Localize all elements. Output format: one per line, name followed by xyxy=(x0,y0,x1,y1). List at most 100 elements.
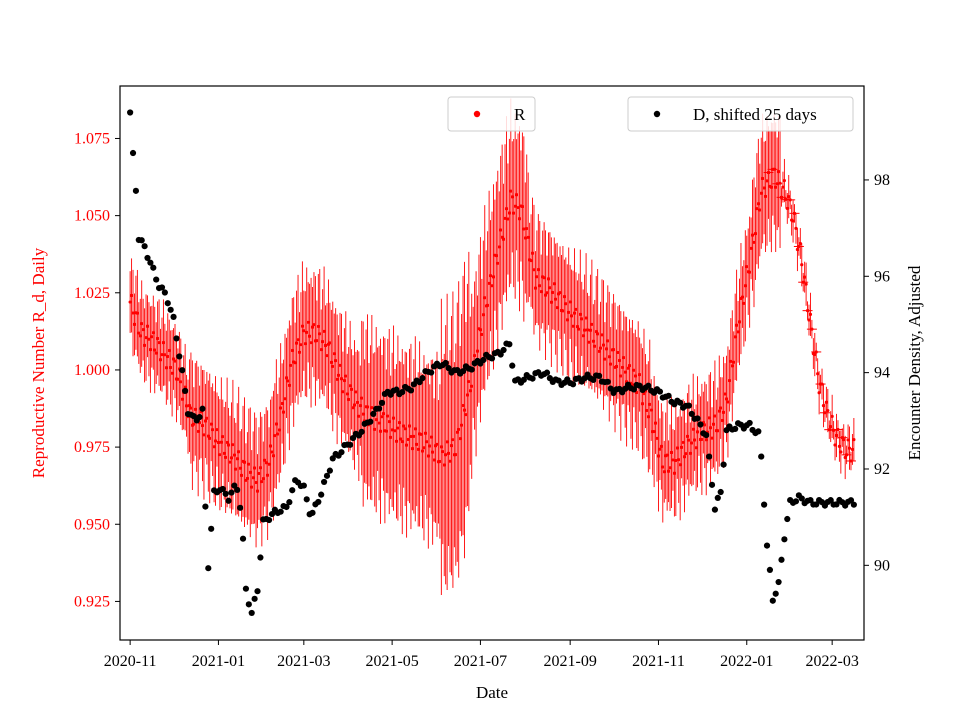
r-point xyxy=(448,459,452,463)
d-point xyxy=(367,418,374,425)
r-point xyxy=(222,451,226,455)
r-point xyxy=(328,341,332,345)
d-point xyxy=(222,490,229,497)
r-point xyxy=(426,454,430,458)
r-point xyxy=(473,353,477,358)
r-point xyxy=(251,476,255,480)
r-point xyxy=(567,310,571,314)
r-point xyxy=(821,404,826,408)
r-point xyxy=(449,443,454,448)
r-point xyxy=(724,397,729,401)
r-point xyxy=(211,428,215,432)
r-point xyxy=(846,438,850,442)
x-axis: 2020-11 2021-01 2021-03 2021-05 2021-07 2021-… xyxy=(104,640,859,670)
r-point xyxy=(129,293,134,298)
r-point xyxy=(413,427,417,431)
r-point xyxy=(454,453,458,457)
d-point xyxy=(781,536,788,543)
r-point xyxy=(457,427,461,432)
r-point xyxy=(598,346,603,350)
r-point xyxy=(196,429,200,434)
r-point xyxy=(497,245,501,249)
d-point xyxy=(775,578,782,586)
x-tick-label: 2021-03 xyxy=(277,653,330,670)
r-point xyxy=(749,246,753,250)
r-point xyxy=(834,433,839,438)
r-point xyxy=(616,350,620,355)
r-point xyxy=(678,463,682,467)
x-tick-label: 2022-03 xyxy=(805,653,858,670)
r-point xyxy=(205,416,209,420)
r-point xyxy=(704,438,708,442)
r-point xyxy=(394,439,399,443)
r-point xyxy=(213,439,218,443)
r-point xyxy=(721,410,726,415)
r-point xyxy=(546,277,551,281)
r-point xyxy=(131,311,135,315)
r-point xyxy=(674,458,678,463)
r-point xyxy=(441,449,445,454)
r-point xyxy=(532,268,536,272)
r-point xyxy=(713,414,717,418)
r-point xyxy=(179,380,183,384)
d-point xyxy=(164,300,171,307)
d-point xyxy=(239,535,247,542)
r-point xyxy=(778,181,782,185)
d-point xyxy=(497,351,504,358)
d-point xyxy=(506,341,513,348)
d-point xyxy=(732,425,739,432)
r-point xyxy=(193,407,197,411)
r-point xyxy=(458,436,462,441)
r-point xyxy=(189,406,193,410)
r-point xyxy=(523,236,527,240)
r-point xyxy=(597,349,601,353)
d-point xyxy=(697,421,704,428)
r-point xyxy=(763,194,768,199)
r-point xyxy=(402,424,406,428)
d-point xyxy=(569,381,577,388)
r-point xyxy=(173,359,177,363)
r-point xyxy=(305,330,309,334)
r-point xyxy=(684,452,688,456)
r-point xyxy=(208,436,212,440)
r-point xyxy=(212,445,216,449)
r-point xyxy=(611,348,616,352)
r-point xyxy=(580,317,584,321)
r-point xyxy=(581,334,585,338)
r-point xyxy=(552,282,556,286)
d-point xyxy=(717,488,724,496)
r-point xyxy=(274,422,278,426)
r-point xyxy=(419,432,423,436)
y-left-tick-label: 1.000 xyxy=(74,362,110,379)
r-point xyxy=(633,374,637,378)
r-point xyxy=(321,340,325,344)
y-right-tick-label: 96 xyxy=(874,268,890,285)
d-point xyxy=(706,453,713,460)
d-point xyxy=(173,335,180,342)
r-point xyxy=(300,324,304,328)
r-point xyxy=(161,341,166,345)
r-point xyxy=(520,204,524,209)
r-point xyxy=(151,331,155,335)
r-point xyxy=(147,337,151,341)
d-point xyxy=(772,590,779,597)
r-point xyxy=(794,226,798,230)
d-point xyxy=(685,402,692,409)
x-axis-label: Date xyxy=(476,683,508,702)
r-point xyxy=(622,356,626,360)
r-point xyxy=(781,185,785,189)
d-point xyxy=(326,467,333,474)
r-point xyxy=(596,332,600,336)
r-point xyxy=(221,435,225,439)
r-point xyxy=(297,350,302,354)
r-point xyxy=(339,377,344,381)
r-point xyxy=(444,453,448,457)
d-point xyxy=(645,382,652,389)
r-point xyxy=(475,349,480,353)
r-point xyxy=(609,362,613,366)
r-point xyxy=(677,458,681,462)
r-point xyxy=(536,268,540,272)
r-point xyxy=(627,364,632,368)
r-point xyxy=(620,365,624,370)
r-point xyxy=(708,426,713,430)
